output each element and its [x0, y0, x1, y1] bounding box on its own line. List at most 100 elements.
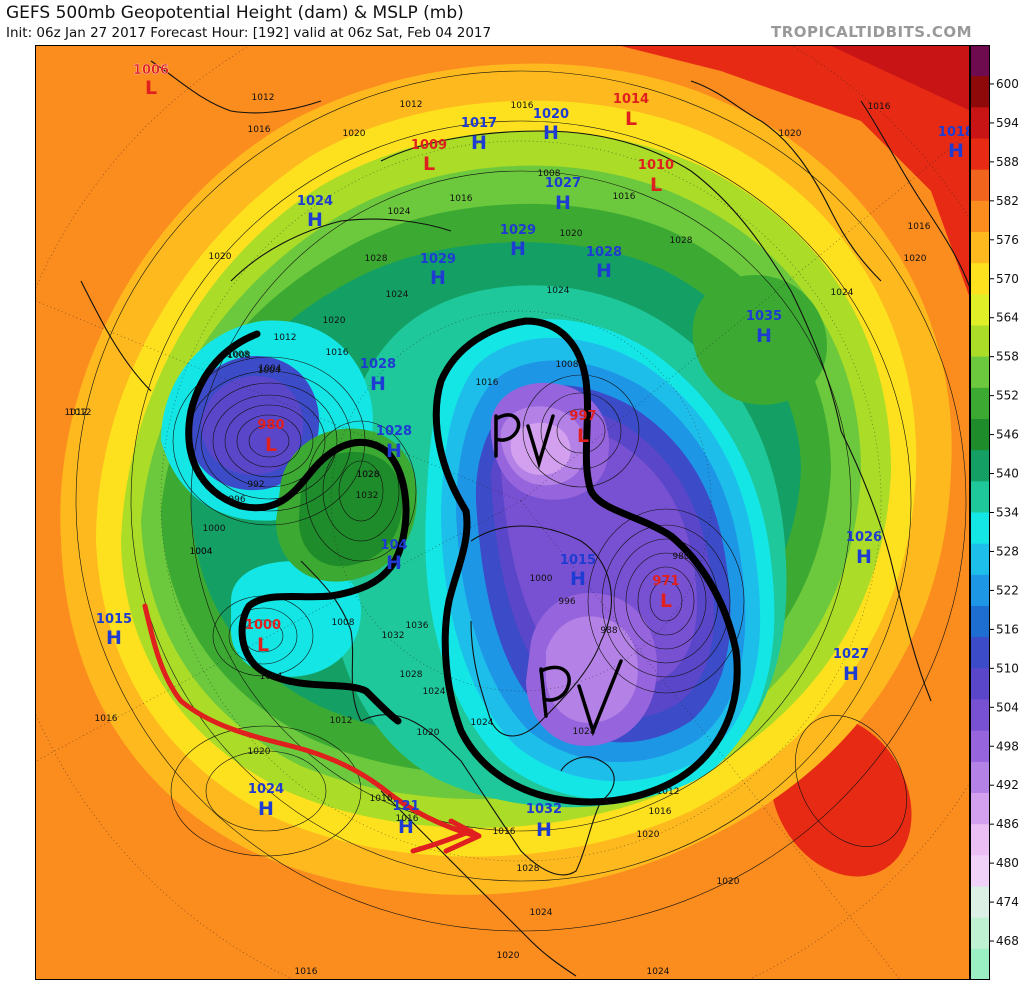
legend-label: 552 [996, 389, 1019, 403]
pc-value: 1032 [526, 802, 562, 817]
pc-value: 1015 [560, 553, 596, 568]
isobar-label: 1020 [248, 747, 271, 757]
legend-label: 468 [996, 934, 1019, 948]
legend-swatch [970, 138, 990, 171]
legend-swatch [970, 948, 990, 980]
pc-value: 1000 [245, 618, 281, 633]
legend-swatch [970, 294, 990, 326]
isobar-label: 1028 [670, 236, 693, 246]
high-marker: H [555, 192, 571, 214]
pc-value: 1029 [420, 252, 456, 267]
legend-swatch [970, 419, 990, 451]
legend-swatch [970, 263, 990, 295]
isobar-label: 1016 [511, 101, 534, 111]
high-marker: H [948, 140, 964, 162]
brand-watermark: TROPICALTIDBITS.COM [771, 23, 972, 41]
pc-value: 121 [392, 799, 419, 814]
legend-label: 576 [996, 233, 1019, 247]
isobar-label: 1008 [538, 169, 561, 179]
isobar-label: 1012 [400, 100, 423, 110]
isobar-label: 1024 [423, 687, 446, 697]
legend-label: 504 [996, 700, 1019, 714]
high-marker: H [843, 663, 859, 685]
high-marker: H [307, 209, 323, 231]
isobar-label: 1008 [332, 618, 355, 628]
isobar-label: 1024 [386, 290, 409, 300]
map-title: GEFS 500mb Geopotential Height (dam) & M… [6, 3, 464, 23]
legend-swatch [970, 200, 990, 233]
legend-label: 546 [996, 428, 1019, 442]
legend-label: 528 [996, 544, 1019, 558]
isobar-label: 1000 [530, 574, 553, 584]
pc-value: 997 [569, 409, 596, 424]
high-marker: H [536, 819, 552, 841]
isobar-label: 1020 [497, 951, 520, 961]
high-marker: H [370, 373, 386, 395]
isobar-label: 1004 [260, 672, 283, 682]
isobar-label: 1004 [259, 364, 282, 374]
isobar-label: 1012 [65, 408, 88, 418]
pc-value: 1028 [360, 357, 396, 372]
low-marker: L [423, 153, 435, 175]
pc-value: 1024 [248, 782, 284, 797]
isobar-label: 1024 [388, 207, 411, 217]
isobar-label: 1004 [190, 547, 213, 557]
pc-value: 1017 [461, 116, 497, 131]
pc-value: 1029 [500, 223, 536, 238]
legend-label: 480 [996, 856, 1019, 870]
legend-swatch [970, 730, 990, 763]
legend-swatch [970, 512, 990, 545]
isobar-label: 1032 [356, 491, 379, 501]
legend-swatch [970, 637, 990, 669]
isobar-label: 1028 [357, 470, 380, 480]
jet-stream-arrow [142, 603, 482, 854]
legend-label: 582 [996, 194, 1019, 208]
legend-swatch [970, 917, 990, 950]
isobar-label: 1012 [657, 787, 680, 797]
isobar-label: 1020 [323, 316, 346, 326]
legend-swatch [970, 824, 990, 856]
legend-label: 510 [996, 661, 1019, 675]
isobar-label: 1016 [908, 222, 931, 232]
isobar-label: 1024 [831, 288, 854, 298]
height-color-legend: 600 594 588 582 576 570 564 558 552 546 540 534 528 5… [970, 45, 1024, 980]
coastlines [80, 60, 969, 977]
isobar-label: 1036 [406, 621, 429, 631]
isobar-label: 1016 [450, 194, 473, 204]
legend-swatch [970, 793, 990, 825]
high-marker: H [471, 132, 487, 154]
isobar-label: 1016 [613, 192, 636, 202]
isobar-label: 1020 [904, 254, 927, 264]
legend-label: 486 [996, 817, 1019, 831]
low-marker: L [145, 77, 157, 99]
legend-label: 600 [996, 77, 1019, 91]
pc-value: 1015 [96, 612, 132, 627]
isobar-label: 1020 [209, 252, 232, 262]
isobar-label: 1012 [330, 716, 353, 726]
legend-swatch [970, 356, 990, 389]
isobar-label: 1020 [637, 830, 660, 840]
pc-value: 1020 [533, 107, 569, 122]
legend-frame [970, 45, 990, 980]
isobar-label: 1008 [228, 351, 251, 361]
isobar-label: 980 [672, 552, 689, 562]
isobar-label: 1024 [471, 718, 494, 728]
pc-value: 1024 [297, 194, 333, 209]
legend-swatch [970, 668, 990, 700]
legend-label: 492 [996, 778, 1019, 792]
isobar-label: 1012 [252, 93, 275, 103]
graticule [36, 46, 969, 979]
low-marker: L [650, 174, 662, 196]
legend-swatch [970, 325, 990, 358]
high-marker: H [258, 798, 274, 820]
legend-swatch [970, 76, 990, 108]
isobar-label: 1016 [326, 348, 349, 358]
isobar-label: 996 [228, 495, 245, 505]
isobar-label: 1024 [547, 286, 570, 296]
isobar-label: 996 [558, 597, 575, 607]
isobar-label: 1016 [248, 125, 271, 135]
high-marker: H [386, 552, 402, 574]
legend-swatch [970, 855, 990, 887]
high-marker: H [106, 627, 122, 649]
pc-value: 1028 [376, 424, 412, 439]
